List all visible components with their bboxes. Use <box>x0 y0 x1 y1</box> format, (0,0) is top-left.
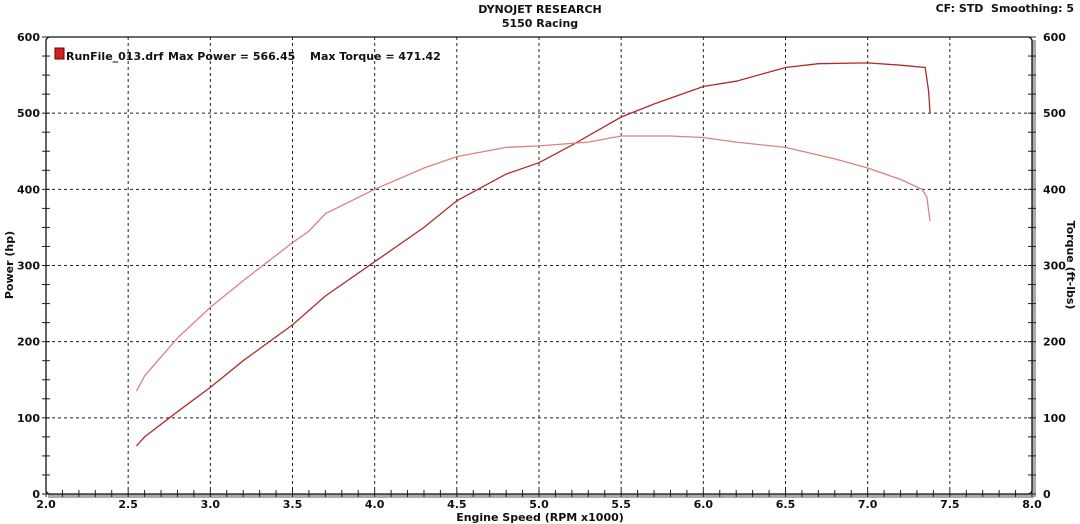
series-lines <box>135 62 931 447</box>
y2-tick-label: 400 <box>1043 183 1066 196</box>
legend-swatch <box>54 47 65 60</box>
x-tick-label: 3.0 <box>201 498 221 511</box>
grid <box>46 37 1032 494</box>
x-tick-label: 8.0 <box>1022 498 1042 511</box>
x-tick-label: 4.0 <box>365 498 385 511</box>
y2-tick-label: 100 <box>1043 412 1066 425</box>
x-tick-label: 5.0 <box>529 498 549 511</box>
y-axis-label: Power (hp) <box>3 231 16 299</box>
torque-curve <box>135 135 931 392</box>
settings-label: CF: STD Smoothing: 5 <box>935 2 1074 15</box>
y-tick-label: 200 <box>17 336 40 349</box>
y-tick-label: 400 <box>17 183 40 196</box>
legend: RunFile_013.drf Max Power = 566.45 Max T… <box>54 47 441 63</box>
y-tick-label: 0 <box>32 488 40 501</box>
y-tick-label: 500 <box>17 107 40 120</box>
chart-title: DYNOJET RESEARCH <box>478 3 602 16</box>
y-tick-label: 100 <box>17 412 40 425</box>
x-tick-label: 6.0 <box>694 498 714 511</box>
y-tick-label: 300 <box>17 260 40 273</box>
y2-tick-label: 0 <box>1043 488 1051 501</box>
x-tick-label: 2.5 <box>118 498 138 511</box>
y-tick-label: 600 <box>17 31 40 44</box>
axis-shadow-bottom <box>48 494 1034 498</box>
axis-shadow-right <box>1032 40 1036 497</box>
x-tick-label: 7.5 <box>940 498 960 511</box>
legend-max-torque: Max Torque = 471.42 <box>310 50 441 63</box>
chart-subtitle: 5150 Racing <box>501 17 579 30</box>
y2-axis-label: Torque (ft-lbs) <box>1064 221 1077 310</box>
x-tick-label: 2.0 <box>36 498 56 511</box>
x-tick-label: 4.5 <box>447 498 467 511</box>
y2-tick-label: 300 <box>1043 260 1066 273</box>
legend-file: RunFile_013.drf <box>66 50 164 63</box>
axes: 2.0 2.5 3.0 3.5 4.0 4.5 5.0 5.5 6.0 6.5 7.0 7.5 8.00… <box>17 31 1066 511</box>
x-axis-label: Engine Speed (RPM x1000) <box>456 511 624 524</box>
legend-max-power: Max Power = 566.45 <box>168 50 295 63</box>
plot-frame <box>45 36 1033 495</box>
y2-tick-label: 200 <box>1043 336 1066 349</box>
x-tick-label: 5.5 <box>611 498 631 511</box>
y2-tick-label: 500 <box>1043 107 1066 120</box>
x-tick-label: 6.5 <box>776 498 796 511</box>
x-tick-label: 3.5 <box>283 498 303 511</box>
y2-tick-label: 600 <box>1043 31 1066 44</box>
x-tick-label: 7.0 <box>858 498 878 511</box>
power-curve <box>135 62 931 447</box>
